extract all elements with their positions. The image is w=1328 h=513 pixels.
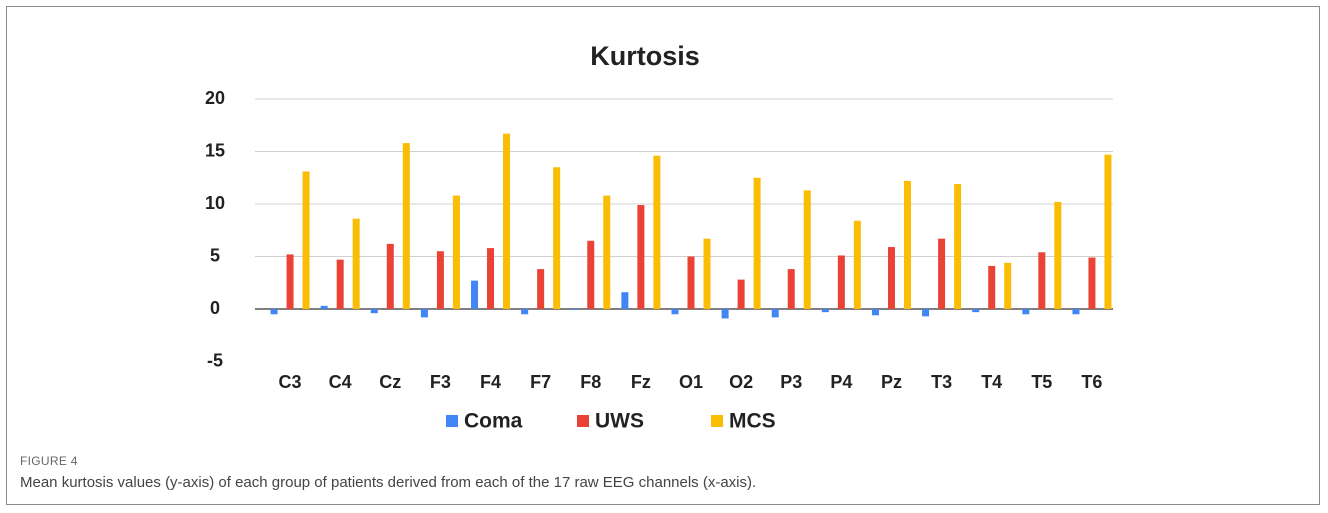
- bar: [320, 305, 328, 309]
- x-tick-label: T4: [981, 372, 1002, 392]
- bar: [1004, 262, 1012, 309]
- x-tick-label: C3: [279, 372, 302, 392]
- bar: [938, 238, 946, 309]
- bar: [803, 190, 811, 309]
- bar: [787, 269, 795, 309]
- bar: [972, 309, 980, 313]
- bar: [402, 143, 410, 309]
- bar: [603, 195, 611, 309]
- x-tick-label: C4: [329, 372, 352, 392]
- bar: [1072, 309, 1080, 315]
- legend-swatch: [577, 415, 589, 427]
- bar: [753, 177, 761, 309]
- bar: [1054, 201, 1062, 309]
- bar: [487, 248, 495, 309]
- x-tick-label: F4: [480, 372, 501, 392]
- bar: [587, 240, 595, 309]
- bar: [837, 255, 845, 309]
- legend-label: Coma: [464, 410, 523, 433]
- x-tick-label: O2: [729, 372, 753, 392]
- x-tick-label: Pz: [881, 372, 902, 392]
- x-tick-label: F8: [580, 372, 601, 392]
- x-tick-label: Cz: [379, 372, 401, 392]
- bar: [922, 309, 930, 317]
- bar: [887, 247, 895, 309]
- bar: [621, 292, 629, 309]
- bar: [503, 133, 511, 309]
- bar: [471, 280, 479, 309]
- y-tick-label: 10: [205, 193, 225, 213]
- legend-label: UWS: [595, 410, 644, 433]
- bar: [286, 254, 294, 309]
- bar: [988, 265, 996, 309]
- bar: [270, 309, 278, 315]
- y-tick-label: 15: [205, 140, 225, 160]
- y-tick-label: -5: [207, 350, 223, 370]
- bar: [853, 220, 861, 309]
- bar: [370, 309, 378, 314]
- bar: [436, 251, 444, 309]
- bar: [1088, 257, 1096, 309]
- bar: [1104, 154, 1112, 309]
- bar: [653, 155, 661, 309]
- figure-caption: Mean kurtosis values (y-axis) of each gr…: [20, 474, 757, 491]
- bar: [771, 309, 779, 318]
- bar: [671, 309, 679, 315]
- bar: [903, 180, 911, 309]
- bar: [737, 279, 745, 309]
- bar: [1038, 252, 1046, 309]
- figure-frame: [6, 6, 1320, 505]
- x-tick-label: P3: [780, 372, 802, 392]
- bar: [687, 256, 695, 309]
- bar: [302, 171, 310, 309]
- y-tick-label: 20: [205, 88, 225, 108]
- bar: [571, 309, 579, 311]
- bar: [352, 218, 360, 309]
- bar: [721, 309, 729, 319]
- bar: [420, 309, 428, 318]
- x-tick-label: Fz: [631, 372, 651, 392]
- bar: [637, 205, 645, 309]
- x-tick-label: F7: [530, 372, 551, 392]
- x-tick-label: T3: [931, 372, 952, 392]
- chart: Kurtosis -5 0 5 10 15 20 C3 C4 Cz F3 F4 F7 F8 Fz O1 O2 P…: [205, 41, 1113, 433]
- bar: [537, 269, 545, 309]
- y-tick-label: 5: [210, 245, 220, 265]
- bar: [521, 309, 529, 315]
- x-tick-label: T5: [1031, 372, 1052, 392]
- bar: [336, 259, 344, 309]
- chart-title: Kurtosis: [590, 41, 700, 71]
- x-tick-label: P4: [830, 372, 852, 392]
- bar: [871, 309, 879, 316]
- bar: [452, 195, 460, 309]
- bar: [821, 309, 829, 313]
- legend-swatch: [711, 415, 723, 427]
- bar: [553, 167, 561, 309]
- legend-swatch: [446, 415, 458, 427]
- x-tick-label: T6: [1081, 372, 1102, 392]
- x-tick-label: F3: [430, 372, 451, 392]
- y-tick-label: 0: [210, 298, 220, 318]
- x-tick-label: O1: [679, 372, 703, 392]
- bar: [1022, 309, 1030, 315]
- legend-label: MCS: [729, 410, 776, 433]
- bar: [703, 238, 711, 309]
- bar: [954, 184, 962, 309]
- bar: [386, 243, 394, 309]
- figure-label: FIGURE 4: [20, 454, 78, 468]
